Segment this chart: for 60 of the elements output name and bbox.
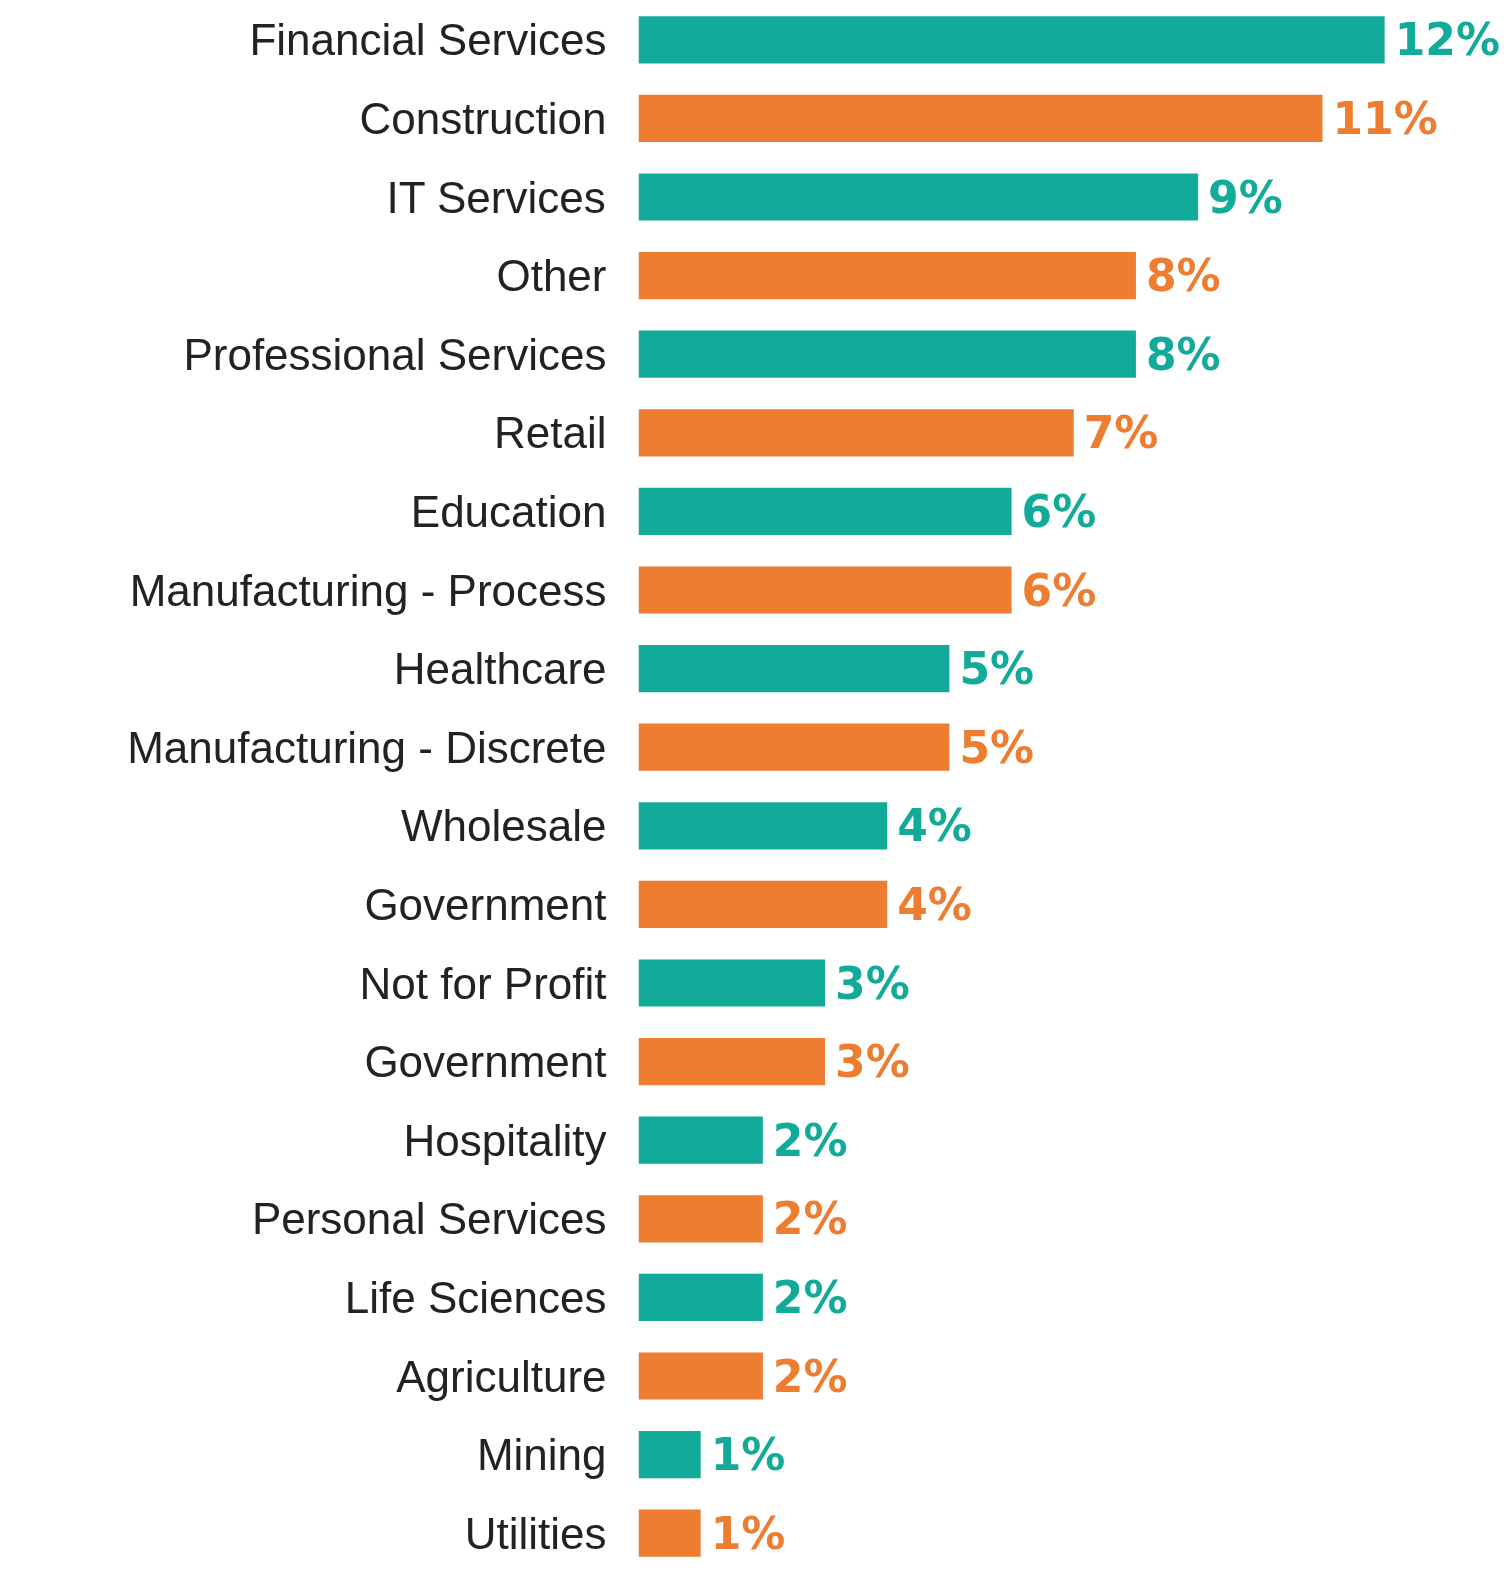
data-label: 2%	[772, 1193, 848, 1245]
y-tick-label: Other	[496, 251, 607, 301]
data-label: 7%	[1083, 407, 1159, 459]
y-tick-label: Retail	[494, 408, 607, 458]
data-label: 2%	[772, 1350, 848, 1402]
bar	[638, 16, 1385, 64]
y-tick-label: Not for Profit	[359, 958, 607, 1008]
data-label: 4%	[897, 878, 972, 930]
data-label: 4%	[897, 800, 972, 852]
data-label: 6%	[1021, 485, 1097, 537]
bar	[638, 94, 1323, 142]
data-label: 9%	[1208, 171, 1283, 223]
y-tick-label: Mining	[476, 1430, 607, 1480]
y-tick-label: Hospitality	[403, 1115, 607, 1165]
bar	[638, 487, 1012, 535]
data-label: 1%	[710, 1429, 786, 1481]
bar	[638, 1038, 826, 1086]
bar	[638, 252, 1136, 300]
y-tick-label: Professional Services	[183, 329, 607, 379]
y-tick-label: Government	[364, 879, 607, 929]
bar	[638, 409, 1074, 457]
bar	[638, 880, 888, 928]
y-tick-label: Manufacturing - Discrete	[127, 722, 607, 772]
bar	[638, 1116, 763, 1164]
bar	[638, 173, 1199, 221]
bar	[638, 1509, 701, 1557]
data-label: 3%	[835, 957, 910, 1009]
bar	[638, 1273, 763, 1321]
bar	[638, 645, 950, 693]
data-label: 6%	[1021, 564, 1097, 616]
y-tick-label: Healthcare	[393, 644, 607, 694]
data-label: 2%	[772, 1271, 848, 1323]
y-tick-label: Life Sciences	[344, 1272, 607, 1322]
data-label: 8%	[1145, 250, 1221, 302]
y-tick-label: Government	[364, 1037, 607, 1087]
bar	[638, 723, 950, 771]
data-label: 8%	[1145, 328, 1221, 380]
bar	[638, 1352, 763, 1400]
data-label: 3%	[835, 1036, 910, 1088]
y-tick-label: Agriculture	[396, 1351, 607, 1401]
data-label: 12%	[1394, 14, 1500, 66]
data-label: 2%	[772, 1114, 848, 1166]
data-label: 11%	[1332, 92, 1438, 144]
bar	[638, 566, 1012, 614]
data-label: 5%	[959, 643, 1035, 695]
data-label: 1%	[710, 1507, 786, 1559]
y-tick-label: Construction	[359, 93, 607, 143]
y-tick-label: Financial Services	[249, 15, 607, 65]
y-tick-label: Manufacturing - Process	[129, 565, 607, 615]
bar	[638, 1195, 763, 1243]
bar	[638, 330, 1136, 378]
y-tick-label: Personal Services	[251, 1194, 607, 1244]
data-label: 5%	[959, 721, 1035, 773]
y-tick-label: Education	[410, 486, 607, 536]
y-tick-label: Utilities	[464, 1508, 607, 1558]
y-tick-label: IT Services	[386, 172, 606, 222]
y-tick-label: Wholesale	[401, 801, 607, 851]
bar	[638, 959, 826, 1007]
bar	[638, 1431, 701, 1479]
bar	[638, 802, 888, 850]
